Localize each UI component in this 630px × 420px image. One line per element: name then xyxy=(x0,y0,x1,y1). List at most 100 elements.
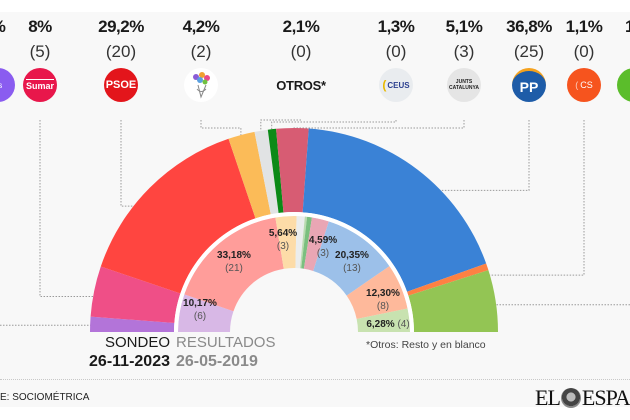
leader-line-otros xyxy=(260,119,301,141)
party-pct: 10 xyxy=(625,17,630,36)
party-seats xyxy=(599,40,630,64)
outer-ring-sondeo xyxy=(90,128,498,332)
party-seats: (2) xyxy=(190,42,212,61)
brand-left: EL xyxy=(535,385,561,410)
outer-slice-psoe xyxy=(100,138,256,294)
inner-slice-psoe xyxy=(184,217,284,312)
inner-slice-cs xyxy=(346,266,408,320)
party-pct: 1,1% xyxy=(565,17,603,36)
logo-text: JUNTS CATALUNYA xyxy=(449,79,479,91)
party-column-podemos: % ) os xyxy=(0,16,33,102)
vox-logo-icon: V xyxy=(617,68,630,102)
inner-pct-label: 6,28% (4) xyxy=(366,319,409,330)
inner-seats-label: (3) xyxy=(317,248,329,259)
party-pct: 4,2% xyxy=(182,17,220,36)
inner-slice-junts xyxy=(303,217,329,271)
inner-pct-label: 10,17% xyxy=(183,298,217,309)
outer-slice-junts xyxy=(276,128,309,213)
inner-pct-label: 4,59% xyxy=(309,235,337,246)
party-column-pp: 36,8% (25) PP xyxy=(494,16,564,102)
inner-ring-labels: 10,17% (6) 33,18% (21) 5,64% (3) 4,59% (3) 20,35… xyxy=(183,228,410,330)
outer-slice-podemos xyxy=(90,316,175,332)
leader-line-cs xyxy=(462,120,585,276)
party-column-psoe: 29,2% (20) PSOE xyxy=(86,16,156,102)
logo-text: PP xyxy=(519,78,539,95)
brand-right: ESPAÑ xyxy=(581,385,630,410)
sondeo-date: 26-11-2023 xyxy=(89,353,170,370)
outer-slice-cs xyxy=(407,263,489,296)
otros-label: OTROS* xyxy=(276,78,326,93)
outer-slice-sumar xyxy=(90,266,181,323)
inner-ring-resultados xyxy=(174,212,414,332)
party-column-cs: 1,1% (0) (CS xyxy=(549,16,619,102)
inner-seats-label: (6) xyxy=(194,311,206,322)
resultados-label: RESULTADOS xyxy=(176,334,276,351)
party-pct: 29,2% xyxy=(98,17,144,36)
logo-text: CEUS xyxy=(387,80,410,90)
podemos-logo-icon: os xyxy=(0,68,15,102)
flower-bouquet-icon xyxy=(193,72,210,99)
party-pct: % xyxy=(0,16,33,38)
party-column-ahora-republicas: 4,2% (2) xyxy=(166,16,236,102)
sondeo-label: SONDEO xyxy=(104,334,170,351)
party-seats: (5) xyxy=(29,42,51,61)
party-pct: 36,8% xyxy=(506,17,552,36)
logo-text: PSOE xyxy=(105,79,137,91)
party-seats: (0) xyxy=(573,42,595,61)
party-pct: 1,3% xyxy=(377,17,415,36)
leader-line-ceus xyxy=(271,120,397,140)
party-seats: (0) xyxy=(290,42,312,61)
party-seats: ) xyxy=(0,40,33,64)
inner-pct-label: 20,35% xyxy=(335,250,369,261)
inner-slice-ceus-2 xyxy=(301,216,312,269)
party-seats: (20) xyxy=(105,42,137,61)
inner-seats-label: (3) xyxy=(277,241,289,252)
party-seats: (0) xyxy=(385,42,407,61)
logo-text: CS xyxy=(580,80,593,90)
leader-line-pp xyxy=(401,120,530,191)
cs-logo-icon: (CS xyxy=(567,68,601,102)
inner-pct-label: 12,30% xyxy=(366,288,400,299)
logo-text: os xyxy=(0,80,3,90)
resultados-date: 26-05-2019 xyxy=(176,353,258,370)
leader-line-ahora-republicas xyxy=(200,120,242,145)
leader-line-junts xyxy=(291,120,465,139)
party-seats: (25) xyxy=(513,42,545,61)
el-espanol-logo: EL ESPAÑ xyxy=(535,385,630,411)
otros-footnote: *Otros: Resto y en blanco xyxy=(366,339,486,351)
party-pct: 2,1% xyxy=(282,17,320,36)
inner-pct-label: 5,64% xyxy=(269,228,297,239)
sumar-logo-icon: Sumar xyxy=(23,68,57,102)
inner-seats-label: (13) xyxy=(343,263,361,274)
outer-slice-pp xyxy=(302,128,487,292)
flower-bouquet-logo-icon xyxy=(184,68,218,102)
inner-seats-label: (21) xyxy=(225,263,243,274)
inner-slice-podemos xyxy=(178,294,234,332)
outer-slice-ahora-republicas xyxy=(228,131,271,219)
junts-logo-icon: JUNTS CATALUNYA xyxy=(447,68,481,102)
cs-arc-icon: ( xyxy=(575,80,579,90)
psoe-logo-icon: PSOE xyxy=(104,68,138,102)
party-column-otros: 2,1% (0) OTROS* xyxy=(266,16,336,93)
ceus-arc-icon: ( xyxy=(382,78,387,92)
inner-seats-label: (8) xyxy=(377,301,389,312)
ceus-logo-icon: (CEUS xyxy=(379,68,413,102)
inner-slice-otros xyxy=(295,216,305,269)
party-pct: 8% xyxy=(28,17,52,36)
outer-slice-ceus xyxy=(267,128,284,213)
party-seats: (3) xyxy=(453,42,475,61)
inner-slice-pp xyxy=(313,221,390,296)
inner-slice-vox xyxy=(356,308,410,332)
pp-logo-icon: PP xyxy=(512,68,546,102)
party-pct: 5,1% xyxy=(445,17,483,36)
lion-icon xyxy=(560,388,581,408)
source-credit: E: SOCIOMÉTRICA xyxy=(0,392,90,403)
inner-pct-label: 33,18% xyxy=(217,250,251,261)
party-column-sumar: 8% (5) Sumar xyxy=(5,16,75,102)
footer-divider xyxy=(0,379,630,380)
party-column-vox: 10 V xyxy=(599,16,630,102)
outer-slice-vox xyxy=(408,270,498,332)
party-column-junts: 5,1% (3) JUNTS CATALUNYA xyxy=(429,16,499,102)
logo-text: Sumar xyxy=(25,79,54,91)
